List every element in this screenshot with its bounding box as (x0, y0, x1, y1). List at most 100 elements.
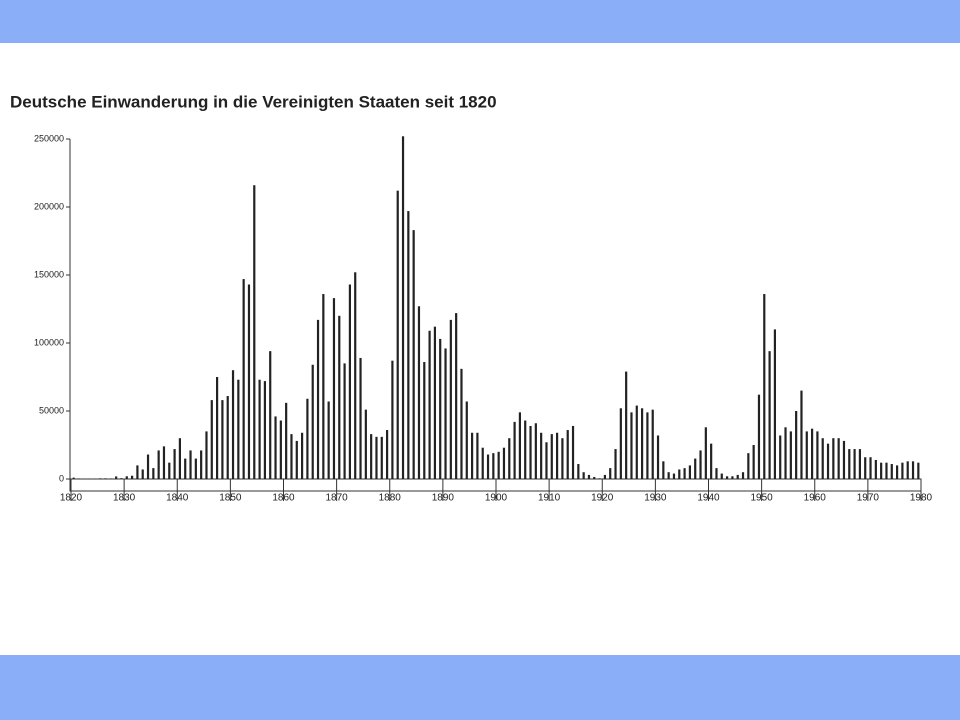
bar (465, 401, 468, 479)
bar (285, 402, 288, 479)
bar (210, 400, 213, 479)
bar (423, 362, 426, 479)
bar (364, 409, 367, 479)
bar (672, 473, 676, 479)
bar (247, 284, 251, 479)
bar (789, 431, 792, 479)
bar (561, 438, 564, 479)
bar (566, 430, 569, 479)
bar (869, 457, 872, 479)
top-band (0, 0, 960, 43)
bar (215, 377, 219, 479)
bar (911, 461, 915, 479)
x-tick-label: 1860 (272, 493, 295, 504)
bar (508, 438, 511, 479)
bar (269, 351, 272, 479)
bar (725, 476, 729, 479)
y-tick-label: 50000 (39, 405, 64, 415)
bar (104, 478, 107, 479)
bar (901, 462, 904, 479)
bar (917, 462, 920, 479)
x-tick-label: 1890 (432, 493, 455, 504)
bar (609, 468, 612, 479)
bar (720, 473, 723, 479)
bar (385, 430, 389, 479)
y-tick-label: 100000 (34, 337, 64, 347)
bar (757, 394, 761, 479)
bar (736, 474, 739, 479)
bar (492, 453, 495, 479)
bar (263, 381, 267, 479)
bar (651, 409, 654, 479)
bar (741, 472, 745, 479)
bar (890, 464, 893, 479)
bar (640, 408, 644, 479)
bar (194, 458, 197, 479)
bar (768, 351, 771, 479)
bar (237, 379, 240, 479)
bar (534, 423, 537, 479)
bar (295, 440, 298, 479)
bar (200, 450, 203, 479)
bar (842, 440, 846, 479)
bar (279, 420, 282, 479)
bar (555, 432, 559, 479)
bar (805, 431, 808, 479)
bar (773, 329, 777, 479)
x-tick-label: 1940 (697, 493, 720, 504)
bar (816, 431, 819, 479)
bar (391, 360, 394, 479)
x-tick-label: 1920 (591, 493, 614, 504)
bar (821, 438, 824, 479)
bar (115, 476, 118, 479)
bar (109, 478, 112, 479)
bar (306, 398, 309, 479)
chart-title: Deutsche Einwanderung in die Vereinigten… (10, 92, 497, 111)
bar (481, 447, 484, 479)
bar (162, 446, 166, 479)
bar (752, 445, 755, 479)
bar (598, 478, 601, 479)
bar (683, 468, 686, 479)
bar (502, 447, 506, 479)
bar (168, 462, 171, 479)
x-tick-label: 1830 (113, 493, 136, 504)
bar (667, 472, 670, 479)
bar (513, 421, 516, 479)
bar (460, 368, 463, 479)
bar (396, 190, 399, 479)
bar (662, 461, 665, 479)
bar (853, 449, 856, 479)
bar (545, 442, 548, 479)
bar (619, 408, 622, 479)
bar (593, 476, 596, 479)
bar (412, 230, 415, 479)
bar (178, 438, 182, 479)
bar (274, 416, 277, 479)
bar (316, 319, 320, 479)
bar (343, 363, 346, 479)
bar (858, 449, 862, 479)
bar (433, 326, 437, 479)
bar (795, 411, 798, 479)
bar (587, 474, 591, 479)
bar (810, 428, 814, 479)
bar (157, 450, 160, 479)
bar (417, 306, 421, 479)
bar (864, 457, 867, 479)
bar (332, 298, 336, 479)
bar (470, 432, 474, 479)
bar (518, 412, 522, 479)
bar (231, 370, 235, 479)
bar (486, 454, 490, 479)
bar (779, 435, 782, 479)
bar (322, 294, 325, 479)
bar (694, 458, 697, 479)
bar (146, 454, 150, 479)
bar (646, 412, 649, 479)
bar (77, 478, 81, 479)
bar (311, 364, 314, 479)
bar (354, 272, 357, 479)
bar (625, 371, 628, 479)
